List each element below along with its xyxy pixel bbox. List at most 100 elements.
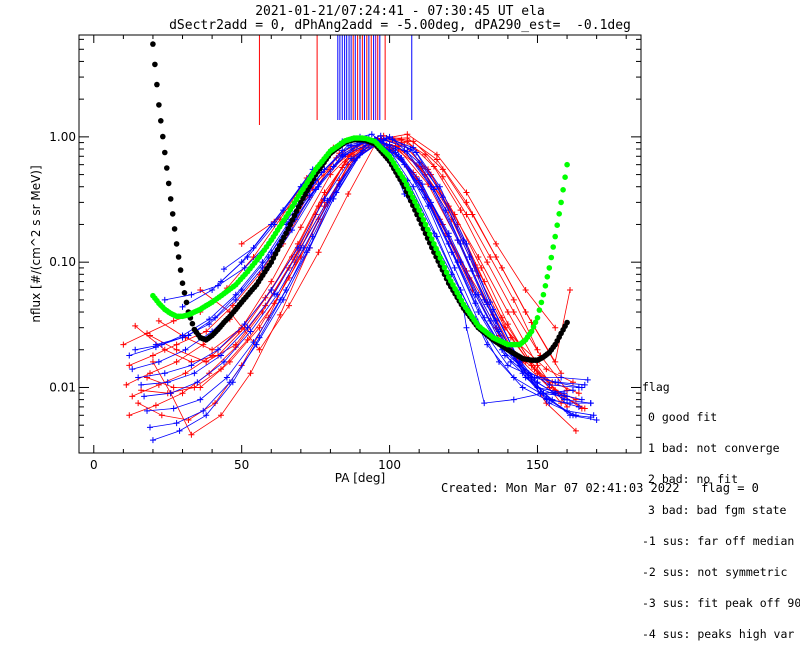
data-point bbox=[386, 142, 393, 149]
series-line bbox=[285, 135, 591, 404]
fit-point bbox=[405, 186, 412, 192]
fit-point bbox=[426, 231, 433, 237]
data-point bbox=[271, 290, 278, 297]
fit-point bbox=[289, 217, 296, 223]
fit-point bbox=[287, 221, 294, 228]
data-point bbox=[179, 303, 186, 310]
data-point bbox=[138, 387, 145, 394]
data-point bbox=[161, 296, 168, 303]
fit-point bbox=[418, 212, 425, 218]
data-point bbox=[416, 177, 423, 184]
data-point bbox=[146, 424, 153, 431]
data-point bbox=[578, 396, 585, 403]
data-point bbox=[427, 199, 434, 206]
data-point bbox=[448, 271, 455, 278]
fit-point bbox=[538, 299, 545, 306]
data-point bbox=[126, 412, 133, 419]
data-point bbox=[475, 253, 482, 260]
data-point bbox=[457, 259, 464, 266]
data-point bbox=[510, 296, 517, 303]
data-point bbox=[268, 286, 275, 293]
fit-point bbox=[177, 267, 184, 273]
data-point bbox=[439, 194, 446, 201]
legend-item: 0 good fit bbox=[648, 410, 718, 425]
data-point bbox=[283, 286, 290, 293]
fit-point bbox=[183, 299, 190, 306]
data-point bbox=[484, 259, 491, 266]
data-point bbox=[144, 374, 151, 381]
fit-point bbox=[165, 180, 172, 187]
data-point bbox=[212, 400, 219, 407]
data-point bbox=[200, 407, 207, 414]
data-point bbox=[564, 387, 571, 394]
data-point bbox=[567, 400, 574, 407]
data-point bbox=[555, 379, 562, 386]
legend-item: -2 sus: not symmetric bbox=[642, 564, 788, 579]
x-tick-label: 150 bbox=[526, 458, 549, 472]
data-point bbox=[466, 253, 473, 260]
fit-point bbox=[439, 260, 446, 266]
fit-point bbox=[401, 177, 408, 184]
data-point bbox=[277, 311, 284, 318]
fit-point bbox=[295, 204, 302, 210]
data-point bbox=[457, 207, 464, 214]
data-point bbox=[578, 405, 585, 412]
fit-point bbox=[416, 207, 423, 213]
data-point bbox=[223, 374, 230, 381]
data-point bbox=[167, 390, 174, 397]
data-point bbox=[546, 400, 553, 407]
data-point bbox=[442, 207, 449, 214]
chart-title-line1: 2021-01-21/07:24:41 - 07:30:45 UT ela bbox=[255, 4, 545, 19]
data-point bbox=[430, 163, 437, 170]
fit-point bbox=[181, 290, 188, 296]
fit-point bbox=[558, 199, 564, 206]
data-point bbox=[336, 181, 343, 188]
data-point bbox=[504, 309, 511, 316]
data-point bbox=[152, 402, 159, 409]
data-point bbox=[436, 183, 443, 190]
data-point bbox=[558, 374, 565, 381]
data-point bbox=[567, 286, 574, 293]
data-point bbox=[572, 427, 579, 434]
data-point bbox=[522, 286, 529, 293]
data-point bbox=[212, 314, 219, 321]
data-point bbox=[226, 358, 233, 365]
data-point bbox=[170, 317, 177, 324]
data-point bbox=[173, 420, 180, 427]
data-point bbox=[194, 379, 201, 386]
data-point bbox=[129, 393, 136, 400]
fit-point bbox=[281, 234, 287, 241]
fit-point bbox=[154, 81, 160, 88]
legend-item: -1 sus: far off median bbox=[642, 534, 795, 549]
data-point bbox=[572, 412, 579, 419]
series-line bbox=[132, 140, 585, 409]
data-point bbox=[463, 211, 470, 218]
fit-point bbox=[418, 221, 425, 227]
data-point bbox=[197, 396, 204, 403]
data-point bbox=[247, 328, 254, 335]
data-point bbox=[463, 240, 470, 247]
data-point bbox=[173, 358, 180, 365]
data-point bbox=[146, 370, 153, 377]
data-point bbox=[244, 253, 251, 260]
data-point bbox=[377, 132, 384, 139]
data-point bbox=[149, 352, 156, 359]
fit-point bbox=[416, 216, 423, 223]
data-point bbox=[507, 358, 514, 365]
data-point bbox=[179, 390, 186, 397]
data-point bbox=[238, 240, 245, 247]
fit-point bbox=[564, 161, 570, 168]
data-point bbox=[463, 324, 470, 331]
y-tick-label: 1.00 bbox=[49, 130, 76, 144]
data-point bbox=[132, 322, 139, 329]
data-point bbox=[504, 362, 511, 369]
data-point bbox=[581, 381, 588, 388]
data-point bbox=[209, 286, 216, 293]
fit-point bbox=[158, 118, 164, 124]
data-point bbox=[543, 396, 550, 403]
data-point bbox=[158, 412, 165, 419]
data-point bbox=[593, 417, 600, 424]
data-point bbox=[173, 346, 180, 353]
fit-point bbox=[429, 236, 435, 242]
pitch-angle-chart: 0 50 100 150 0.01 0.10 1.00 PA [deg] nflux [#/(c… bbox=[29, 34, 642, 485]
